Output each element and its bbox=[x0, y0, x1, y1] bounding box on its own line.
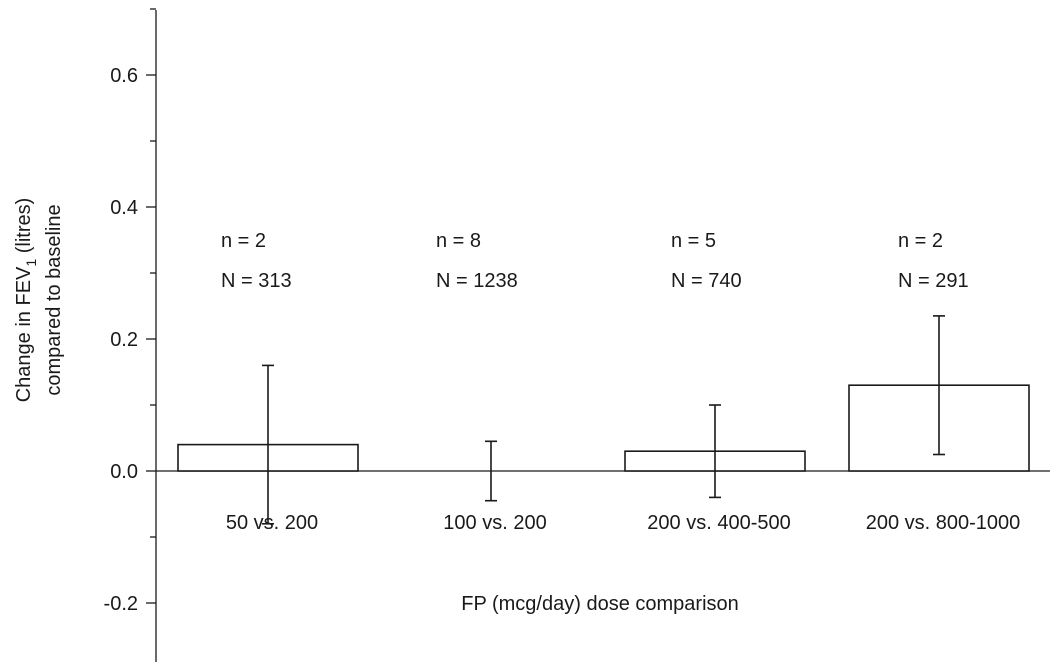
y-axis-title: Change in FEV1 (litres) compared to base… bbox=[13, 198, 65, 403]
n-label: n = 8 bbox=[436, 230, 481, 252]
y-tick-label: 0.4 bbox=[110, 197, 138, 219]
N-label: N = 1238 bbox=[436, 270, 518, 292]
n-label: n = 2 bbox=[221, 230, 266, 252]
x-axis-title: FP (mcg/day) dose comparison bbox=[461, 593, 739, 615]
labels: n = 2 n = 8 n = 5 n = 2 N = 313 N = 1238 N = 7… bbox=[221, 230, 1020, 534]
N-label: N = 291 bbox=[898, 270, 969, 292]
x-category-label: 200 vs. 800-1000 bbox=[866, 512, 1021, 534]
N-label: N = 313 bbox=[221, 270, 292, 292]
x-category-label: 50 vs. 200 bbox=[226, 512, 318, 534]
y-axis-title-line1: Change in FEV1 (litres) bbox=[13, 198, 39, 403]
y-tick-label: -0.2 bbox=[104, 593, 138, 615]
x-category-label: 100 vs. 200 bbox=[443, 512, 546, 534]
y-axis-title-line2: compared to baseline bbox=[43, 204, 65, 395]
y-tick-label: 0.2 bbox=[110, 329, 138, 351]
axes bbox=[156, 10, 1050, 662]
y-tick-label: 0.6 bbox=[110, 65, 138, 87]
n-label: n = 5 bbox=[671, 230, 716, 252]
bars bbox=[178, 385, 1029, 471]
x-category-label: 200 vs. 400-500 bbox=[647, 512, 790, 534]
n-label: n = 2 bbox=[898, 230, 943, 252]
N-label: N = 740 bbox=[671, 270, 742, 292]
y-ticks: -0.2 0.0 0.2 0.4 0.6 bbox=[104, 9, 156, 667]
y-tick-label: 0.0 bbox=[110, 461, 138, 483]
error-bars bbox=[262, 316, 945, 524]
